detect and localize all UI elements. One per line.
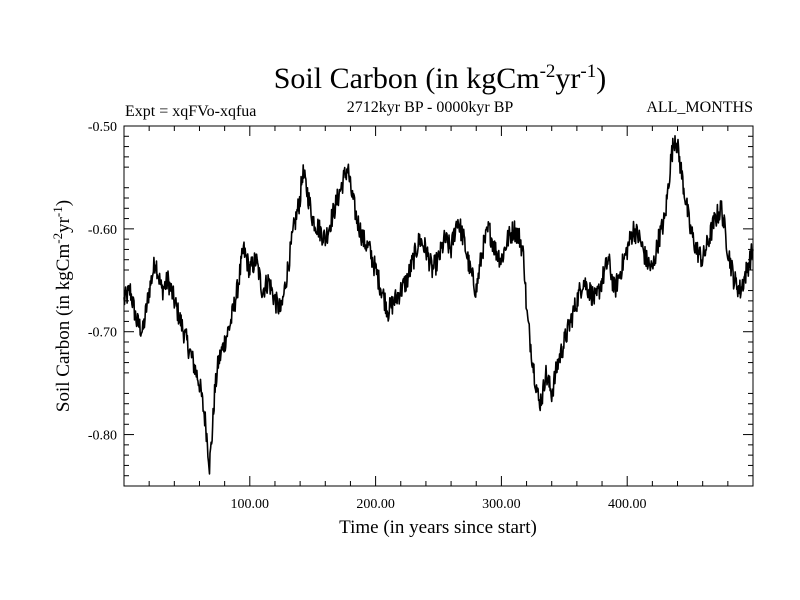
series-line-soil-carbon: [123, 135, 754, 475]
x-tick-label: 300.00: [482, 497, 521, 512]
x-tick-label: 200.00: [356, 497, 395, 512]
x-axis-label: Time (in years since start): [339, 517, 537, 538]
x-tick-label: 100.00: [231, 497, 270, 512]
subtitle-months: ALL_MONTHS: [646, 99, 753, 116]
y-tick-label: -0.70: [88, 326, 117, 341]
y-axis-label: Soil Carbon (in kgCm-2yr-1): [50, 200, 74, 412]
plot-area: [123, 125, 754, 487]
plot-frame: [123, 125, 754, 487]
y-tick-label: -0.80: [88, 429, 117, 444]
y-tick-label: -0.50: [88, 120, 117, 135]
x-tick-label: 400.00: [608, 497, 647, 512]
subtitle-experiment: Expt = xqFVo-xqfua: [125, 103, 256, 120]
x-axis: 100.00 200.00 300.00 400.00 Time (in years …: [148, 126, 729, 538]
subtitle-period: 2712kyr BP - 0000kyr BP: [347, 99, 514, 116]
y-axis: -0.50 -0.60 -0.70 -0.80 Soil Carbon (in kgC…: [50, 120, 753, 477]
y-tick-label: -0.60: [88, 223, 117, 238]
chart-title: Soil Carbon (in kgCm-2yr-1): [274, 61, 607, 95]
